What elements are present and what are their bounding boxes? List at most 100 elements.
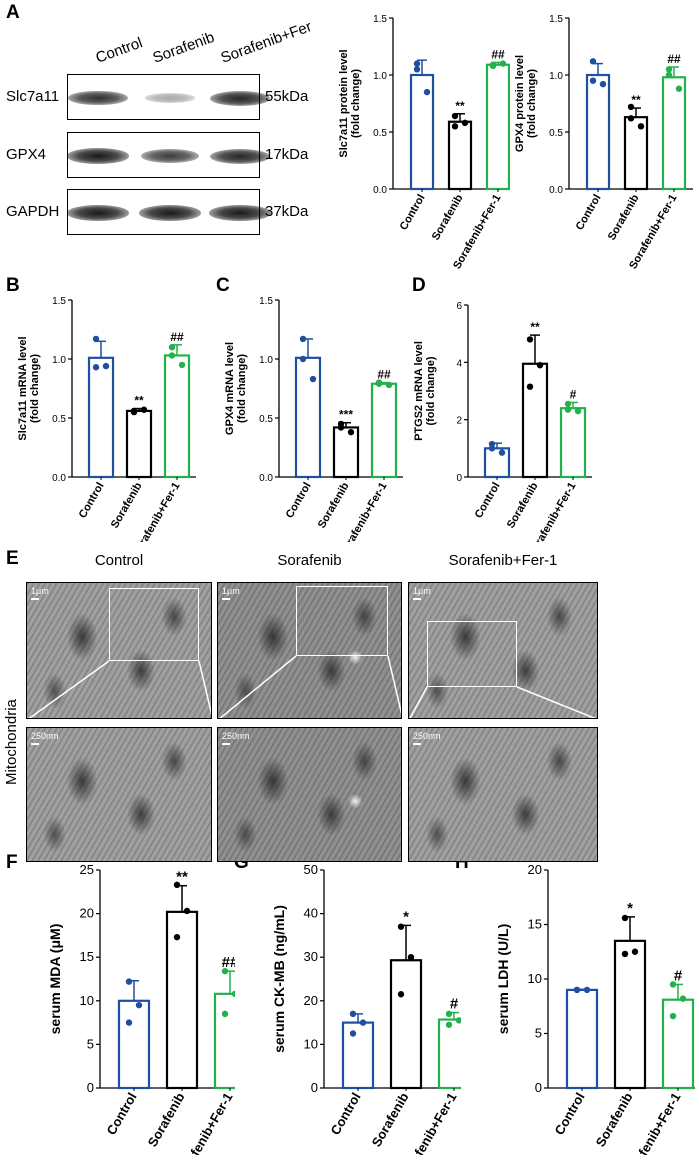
bar	[165, 910, 199, 1090]
y-tick-label: 10	[80, 993, 94, 1008]
x-tick-label: Sorafenib	[316, 480, 352, 530]
y-axis-label: (fold change)	[350, 69, 362, 138]
y-tick-label: 6	[456, 301, 462, 312]
x-tick-label: Sorafenib	[109, 480, 145, 530]
wb-band	[140, 149, 200, 163]
zoom-guide-line	[387, 655, 401, 715]
scale-bar-label: 250nm	[222, 731, 250, 741]
data-point	[397, 923, 405, 930]
data-point	[349, 1010, 357, 1018]
data-point	[489, 61, 497, 68]
zoom-region-box	[109, 588, 199, 661]
em-texture	[409, 583, 597, 718]
bar	[521, 362, 549, 479]
y-axis-label: PTGS2 mRNA level	[413, 341, 425, 441]
bar	[370, 382, 398, 479]
bar	[559, 407, 587, 479]
data-point	[125, 978, 133, 985]
panel-letter-f: F	[6, 852, 18, 873]
scale-bar-label: 250nm	[31, 731, 59, 741]
bar	[585, 73, 611, 191]
data-point	[221, 967, 229, 975]
data-point	[451, 123, 459, 130]
data-point	[589, 58, 597, 65]
data-point	[583, 986, 591, 994]
y-axis-label: (fold change)	[29, 354, 41, 423]
y-tick-label: 1.5	[259, 296, 273, 307]
y-tick-label: 0	[535, 1080, 542, 1095]
data-point	[498, 449, 506, 456]
data-point	[574, 407, 582, 415]
y-tick-label: 25	[80, 862, 94, 877]
bar	[661, 76, 687, 191]
data-point	[168, 352, 176, 359]
data-point	[627, 103, 635, 111]
y-tick-label: 0.5	[259, 414, 273, 425]
zoom-region-box	[427, 621, 517, 687]
wb-protein-label: GAPDH	[6, 203, 60, 220]
data-point	[536, 362, 544, 369]
data-point	[337, 424, 345, 431]
em-title: Sorafenib+Fer-1	[448, 552, 558, 569]
significance-label: **	[455, 99, 465, 113]
data-point	[347, 428, 355, 436]
y-axis-label: Slc7a11 protein level	[338, 49, 350, 157]
zoom-guide-lines	[409, 686, 597, 718]
significance-label: #	[570, 387, 577, 401]
bar-chart-f: 0 5 10 15 20 25 serum MDA (μM) Control ** Sorafen…	[47, 862, 235, 1155]
em-texture	[409, 728, 597, 861]
data-point	[359, 1019, 367, 1026]
wb-band	[144, 93, 196, 103]
data-point	[488, 445, 496, 452]
y-axis-label: (fold change)	[236, 354, 248, 423]
em-micrograph: 1μm	[408, 582, 598, 719]
x-tick-label: Sorafenib	[430, 192, 466, 242]
y-tick-label: 10	[304, 1036, 318, 1051]
bar	[117, 999, 151, 1090]
significance-label: #	[450, 996, 459, 1013]
x-tick-label: Control	[103, 1090, 139, 1138]
data-point	[526, 383, 534, 390]
wb-band	[67, 148, 129, 164]
data-point	[140, 406, 148, 413]
y-tick-label: 40	[304, 906, 318, 921]
panel-letter-e: E	[6, 548, 19, 569]
significance-label: **	[530, 320, 540, 334]
bar-chart-d: 0 2 4 6 PTGS2 mRNA level (fold change) Control…	[413, 301, 592, 542]
zoom-region-box	[296, 586, 388, 656]
y-tick-label: 0.0	[373, 185, 387, 196]
y-tick-label: 0.5	[549, 128, 563, 139]
wb-protein-label: Slc7a11	[6, 88, 60, 105]
significance-label: ##	[377, 368, 391, 382]
panel-letter-c: C	[216, 275, 230, 296]
significance-label: *	[627, 900, 633, 917]
data-point	[299, 335, 307, 343]
zoom-guide-lines	[28, 660, 211, 718]
wb-band	[209, 148, 271, 164]
data-point	[679, 995, 687, 1002]
zoom-guide-line	[198, 660, 211, 715]
significance-label: ##	[491, 47, 505, 61]
x-tick-label: Control	[284, 481, 314, 521]
data-point	[407, 954, 415, 961]
data-point	[349, 1030, 357, 1037]
data-point	[675, 85, 683, 92]
y-tick-label: 0	[87, 1080, 94, 1095]
wb-lane-label: Sorafenib	[151, 29, 217, 67]
em-micrograph: 1μm	[217, 582, 402, 719]
data-point	[309, 375, 317, 383]
y-tick-label: 15	[80, 949, 94, 964]
significance-label: **	[631, 93, 641, 107]
bar-chart-b: 0.0 0.5 1.0 1.5 Slc7a11 mRNA level (fold chan…	[18, 296, 196, 542]
bar	[389, 959, 423, 1090]
data-point	[589, 77, 597, 84]
bar	[87, 356, 115, 479]
x-tick-label: Control	[551, 1090, 587, 1138]
y-tick-label: 0	[456, 473, 462, 484]
x-tick-label: Control	[77, 481, 107, 521]
data-point	[102, 362, 110, 370]
y-tick-label: 20	[80, 906, 94, 921]
zoom-guide-line	[28, 660, 110, 718]
bar	[163, 354, 191, 479]
data-point	[413, 66, 421, 73]
